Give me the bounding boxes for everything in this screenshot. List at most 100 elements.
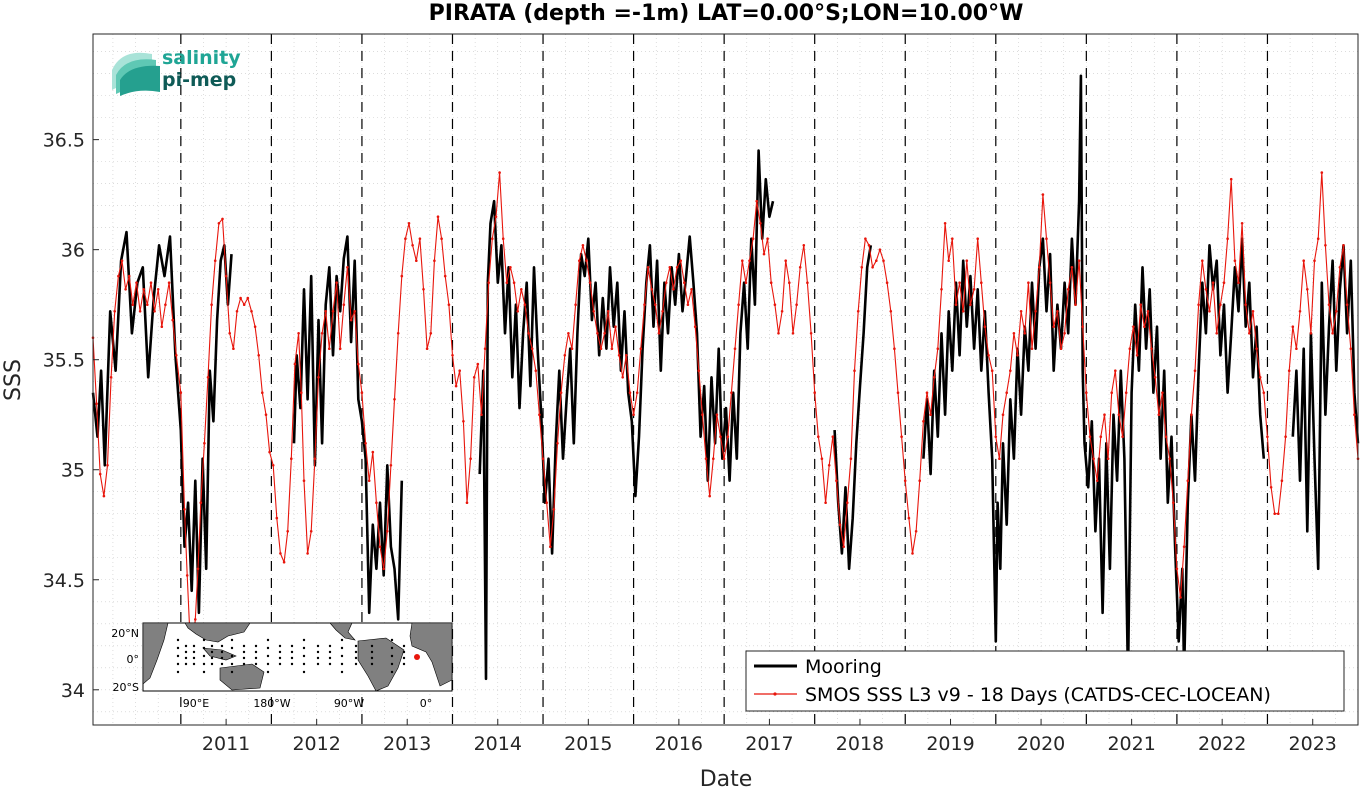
smos-point <box>701 413 704 417</box>
smos-point <box>871 266 874 269</box>
smos-point <box>360 391 364 395</box>
smos-point <box>527 332 530 335</box>
smos-point <box>664 281 668 285</box>
smos-point <box>1150 347 1153 351</box>
smos-point <box>958 281 961 285</box>
smos-point <box>1164 435 1168 439</box>
map-lon-180w: 180°W <box>253 697 290 710</box>
smos-point <box>1124 391 1128 395</box>
smos-point <box>759 222 762 225</box>
smos-point <box>271 464 275 467</box>
inset-map: 20°N 0° 20°S 90°E 180°W 90°W 0° <box>111 622 453 710</box>
map-lat-20s: 20°S <box>113 681 139 694</box>
map-lat-0: 0° <box>127 653 140 666</box>
smos-point <box>683 281 686 285</box>
smos-point <box>160 325 164 329</box>
smos-point <box>1168 457 1171 461</box>
smos-point <box>1309 332 1313 335</box>
smos-point <box>95 402 98 406</box>
smos-point <box>596 332 599 335</box>
smos-point <box>1262 391 1266 395</box>
smos-point <box>1012 332 1016 335</box>
smos-point <box>1342 244 1345 247</box>
map-mooring-dot <box>192 656 196 660</box>
smos-point <box>1219 303 1222 307</box>
smos-point <box>751 237 755 240</box>
map-mooring-dot <box>242 650 246 654</box>
smos-point <box>290 457 293 461</box>
smos-point <box>378 545 382 548</box>
map-mooring-dot <box>176 670 180 674</box>
legend-smos-marker <box>773 692 777 696</box>
smos-point <box>693 325 697 329</box>
year-markers <box>180 34 1269 725</box>
x-tick-label: 2019 <box>926 733 974 755</box>
smos-point <box>849 457 853 461</box>
smos-point <box>795 303 798 307</box>
smos-point <box>563 354 567 357</box>
x-tick-label: 2022 <box>1198 733 1246 755</box>
smos-point <box>534 369 538 373</box>
smos-point <box>300 391 303 395</box>
map-mooring-dot <box>302 670 306 674</box>
smos-point <box>1222 281 1226 285</box>
map-mooring-dot <box>210 662 214 666</box>
smos-point <box>983 325 987 329</box>
smos-point <box>146 303 149 307</box>
smos-point <box>235 310 239 313</box>
smos-point <box>217 222 221 225</box>
smos-point <box>1074 303 1077 307</box>
smos-point <box>142 288 145 291</box>
smos-point <box>516 310 519 313</box>
series-layer <box>91 74 1360 681</box>
smos-point <box>1280 479 1284 483</box>
smos-point <box>1034 310 1037 313</box>
map-mooring-dot <box>354 650 358 654</box>
smos-point <box>1128 347 1132 351</box>
australia-shape <box>219 663 265 691</box>
map-mooring-dot <box>370 662 374 666</box>
map-mooring-dot <box>302 646 306 650</box>
smos-point <box>246 296 250 300</box>
smos-point <box>831 435 835 439</box>
smos-point <box>454 384 458 388</box>
smos-point <box>610 347 614 351</box>
smos-point <box>1157 413 1161 417</box>
map-mooring-dot <box>390 654 394 658</box>
smos-point <box>494 215 498 218</box>
smos-point <box>755 199 758 203</box>
smos-point <box>947 259 950 263</box>
smos-point <box>328 347 331 351</box>
smos-point <box>194 618 197 621</box>
map-mooring-dot <box>176 646 180 650</box>
smos-point <box>690 288 693 291</box>
smos-point <box>476 362 480 366</box>
map-mooring-dot <box>290 662 294 666</box>
smos-point <box>1287 369 1291 373</box>
map-mooring-dot <box>340 670 344 674</box>
smos-point <box>1338 266 1342 269</box>
smos-point <box>567 332 570 335</box>
map-mooring-dot <box>302 662 306 666</box>
y-tick-label: 35.5 <box>43 350 85 372</box>
smos-point <box>1085 391 1088 395</box>
mooring-line <box>292 235 404 621</box>
smos-point <box>715 413 719 417</box>
smos-point <box>357 362 360 366</box>
legend-smos-label: SMOS SSS L3 v9 - 18 Days (CATDS-CEC-LOCE… <box>805 684 1271 706</box>
smos-point <box>371 450 375 454</box>
smos-point <box>1201 259 1204 263</box>
smos-point <box>1335 310 1338 313</box>
smos-point <box>1052 325 1055 329</box>
smos-point <box>109 376 113 379</box>
smos-point <box>780 310 784 313</box>
smos-point <box>498 171 501 174</box>
smos-point <box>581 244 585 247</box>
smos-point <box>585 259 588 263</box>
smos-point <box>549 545 552 548</box>
smos-point <box>1204 288 1208 291</box>
map-mooring-dot <box>176 662 180 666</box>
map-mooring-dot <box>328 644 332 648</box>
smos-point <box>407 222 411 225</box>
